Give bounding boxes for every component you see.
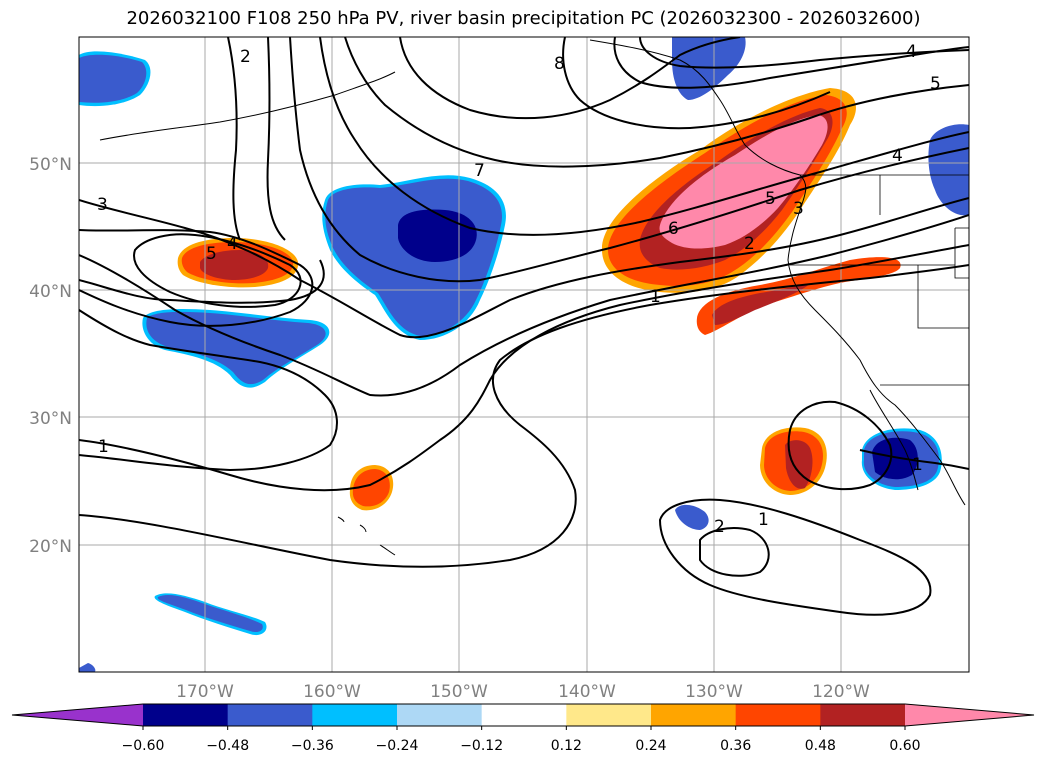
lat-labels: 50°N 40°N 30°N 20°N xyxy=(29,155,72,557)
contour-label: 2 xyxy=(714,517,725,537)
colorbar-segment xyxy=(143,704,229,726)
contour-label: 2 xyxy=(240,47,251,67)
colorbar-segment xyxy=(651,704,737,726)
colorbar-segment xyxy=(735,704,821,726)
contour-label: 4 xyxy=(892,146,903,166)
contour-label: 4 xyxy=(906,42,917,62)
contour-label: 3 xyxy=(97,195,108,215)
colorbar-label: −0.48 xyxy=(206,738,249,754)
contour-label: 5 xyxy=(206,244,217,264)
contour-label: 1 xyxy=(98,437,109,457)
lon-label-130: 130°W xyxy=(685,682,743,702)
colorbar-label: −0.24 xyxy=(376,738,419,754)
lat-label-30: 30°N xyxy=(29,409,72,429)
plot-title: 2026032100 F108 250 hPa PV, river basin … xyxy=(126,8,921,29)
contour-labels: 2 8 4 5 7 3 5 4 6 5 4 3 2 1 1 1 2 1 xyxy=(97,42,941,537)
lon-label-120: 120°W xyxy=(812,682,870,702)
colorbar-label: −0.36 xyxy=(291,738,334,754)
colorbar-segment xyxy=(227,704,313,726)
lon-label-150: 150°W xyxy=(430,682,488,702)
colorbar-segment xyxy=(481,704,567,726)
lat-label-50: 50°N xyxy=(29,155,72,175)
borders xyxy=(790,174,969,386)
lon-label-170: 170°W xyxy=(176,682,234,702)
colorbar-segment xyxy=(312,704,398,726)
colorbar-label: −0.12 xyxy=(460,738,503,754)
colorbar-label: 0.60 xyxy=(889,738,920,754)
contour-label: 5 xyxy=(930,74,941,94)
lat-label-20: 20°N xyxy=(29,537,72,557)
colorbar-label: −0.60 xyxy=(122,738,165,754)
contour-label: 5 xyxy=(765,189,776,209)
contour-label: 1 xyxy=(650,287,661,307)
colorbar-label: 0.12 xyxy=(551,738,582,754)
contour-label: 7 xyxy=(474,161,485,181)
lon-label-160: 160°W xyxy=(303,682,361,702)
contour-label: 1 xyxy=(758,510,769,530)
colorbar-label: 0.48 xyxy=(805,738,836,754)
contour-label: 8 xyxy=(554,54,565,74)
contour-label: 4 xyxy=(227,234,238,254)
contour-label: 3 xyxy=(793,199,804,219)
pv-contours xyxy=(79,37,969,616)
colorbar-extend-high xyxy=(905,704,1034,726)
colorbar: −0.60 −0.48 −0.36 −0.24 −0.12 0.12 0.24 0.36 0.4… xyxy=(11,703,1035,754)
colorbar-extend-low xyxy=(12,704,143,726)
lon-label-140: 140°W xyxy=(558,682,616,702)
lat-label-40: 40°N xyxy=(29,282,72,302)
colorbar-segment xyxy=(397,704,483,726)
gridlines xyxy=(79,37,969,672)
coastlines xyxy=(99,39,966,556)
contour-label: 2 xyxy=(744,234,755,254)
contour-label: 1 xyxy=(912,455,923,475)
colorbar-segment xyxy=(566,704,652,726)
contour-label: 6 xyxy=(668,219,679,239)
lon-labels: 170°W 160°W 150°W 140°W 130°W 120°W xyxy=(176,682,870,702)
plot-frame xyxy=(78,36,970,673)
colorbar-segment xyxy=(820,704,906,726)
colorbar-label: 0.24 xyxy=(635,738,666,754)
colorbar-label: 0.36 xyxy=(720,738,751,754)
